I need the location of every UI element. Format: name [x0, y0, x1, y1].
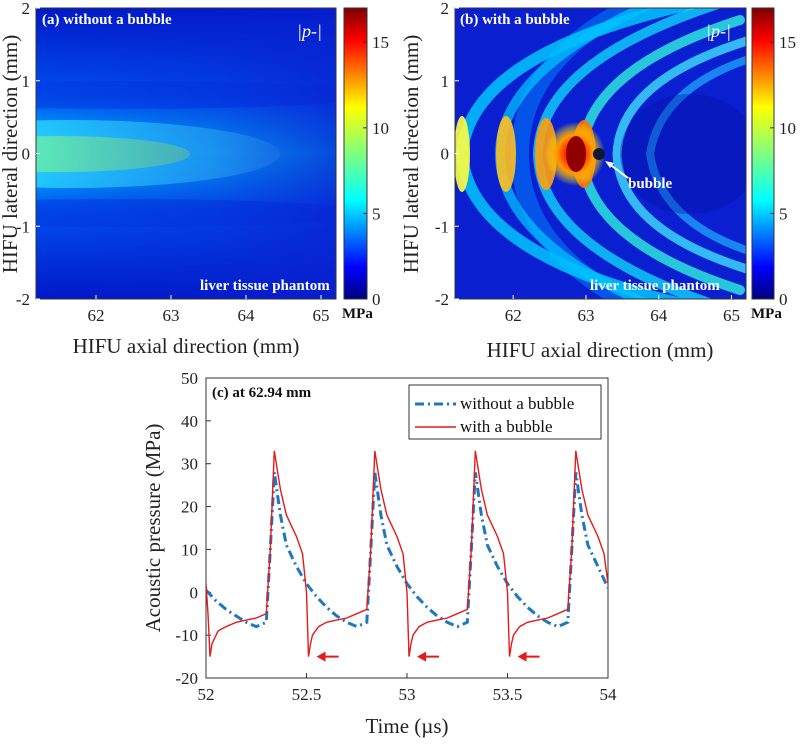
negative-peak-arrow-head — [316, 651, 326, 662]
negative-peak-arrow-head — [417, 651, 427, 662]
panel-c-xlabel: Time (µs) — [365, 714, 448, 738]
panel-a-xtick-label: 63 — [163, 306, 180, 325]
panel-a-ytick-label: 1 — [22, 72, 31, 91]
heatmap-b-wave-outer — [510, 8, 648, 299]
colorbar-a-tick-label: 5 — [372, 204, 381, 223]
legend-label-with: with a bubble — [460, 417, 553, 436]
heatmap-b-front-2 — [496, 116, 516, 192]
panel-b-xtick-label: 62 — [505, 306, 522, 325]
panel-a-quantity-symbol: p- — [300, 21, 317, 41]
legend-label-without: without a bubble — [460, 394, 574, 413]
heatmap-a-right-fade — [36, 8, 336, 299]
series-with-bubble — [206, 450, 608, 657]
panel-b-ytick-label: 1 — [441, 72, 450, 91]
colorbar-a-tick-label: 10 — [372, 119, 389, 138]
panel-a-xlabel: HIFU axial direction (mm) — [73, 334, 300, 358]
colorbar-b-unit: MPa — [751, 306, 782, 322]
plot-c-ticks: 52 52.5 53 53.5 54 -20 -10 0 10 20 30 40 50 — [175, 369, 617, 704]
panel-c-ytick-label: 0 — [190, 583, 199, 602]
panel-a-ytick-label: 0 — [22, 145, 31, 164]
panel-b-ytick-label: 0 — [441, 145, 450, 164]
panel-c-ylabel: Acoustic pressure (MPa) — [141, 424, 165, 633]
panel-c-ytick-label: 10 — [181, 540, 198, 559]
bubble-marker — [593, 148, 605, 160]
panel-c-title: (c) at 62.94 mm — [212, 385, 312, 401]
legend: without a bubble with a bubble — [408, 384, 602, 440]
panel-a-ytick-label: -1 — [16, 217, 30, 236]
panel-c-xtick-label: 52.5 — [292, 685, 322, 704]
panel-a: (a) without a bubble liver tissue phanto… — [0, 0, 337, 358]
bubble-pointer-head — [605, 161, 614, 168]
heatmap-b-focus-peak — [566, 136, 586, 172]
panel-c-xtick-label: 52 — [198, 685, 215, 704]
heatmap-b-shadow — [620, 94, 746, 214]
panel-c: 52 52.5 53 53.5 54 -20 -10 0 10 20 30 40 50 (c) at 6… — [141, 369, 617, 738]
colorbar-b-bar — [751, 7, 775, 300]
panel-c-ytick-label: 40 — [181, 412, 198, 431]
panel-b-quantity: |p-| — [706, 21, 731, 41]
legend-box — [408, 384, 602, 440]
panel-b-ylabel: HIFU lateral direction (mm) — [399, 35, 423, 274]
panel-b: bubble (b) with a bubble liver tissue ph… — [399, 0, 747, 362]
colorbar-b-tick-label: 10 — [779, 119, 796, 138]
panel-c-xtick-label: 53.5 — [493, 685, 523, 704]
panel-c-ytick-label: 20 — [181, 498, 198, 517]
series-without-bubble — [206, 472, 608, 629]
plot-c-arrows — [316, 651, 540, 662]
panel-a-xtick-label: 65 — [313, 306, 330, 325]
colorbar-b-tick-label: 5 — [779, 204, 788, 223]
colorbar-a-tick-label: 15 — [372, 33, 389, 52]
colorbar-a-ticks: 0 5 10 15 — [363, 33, 389, 309]
panel-a-xtick-label: 62 — [88, 306, 105, 325]
panel-a-ytick-label: -2 — [16, 290, 30, 309]
panel-b-yticks: -2 -1 0 1 2 — [435, 0, 459, 309]
heatmap-b-wave-6 — [645, 56, 746, 254]
colorbar-b: 0 5 10 15 MPa — [751, 7, 796, 322]
panel-a-title: (a) without a bubble — [42, 12, 172, 28]
panel-b-xtick-label: 63 — [577, 306, 594, 325]
panel-a-annotation: liver tissue phantom — [200, 278, 330, 294]
panel-c-ytick-label: -20 — [175, 669, 198, 688]
panel-b-xticks: 62 63 64 65 — [505, 295, 740, 325]
panel-a-xticks: 62 63 64 65 — [88, 295, 330, 325]
heatmap-b-wave-5 — [612, 36, 746, 274]
panel-b-xtick-label: 65 — [723, 306, 740, 325]
colorbar-b-tick-label: 15 — [779, 33, 796, 52]
panel-a-xtick-label: 64 — [238, 306, 256, 325]
colorbar-a: 0 5 10 15 MPa — [342, 7, 389, 322]
panel-c-xtick-label: 53 — [399, 685, 416, 704]
colorbar-a-bar — [343, 7, 368, 300]
colorbar-b-ticks: 0 5 10 15 — [770, 33, 796, 309]
panel-a-yticks: -2 -1 0 1 2 — [16, 0, 40, 309]
panel-b-ytick-label: 2 — [441, 0, 450, 18]
bubble-label: bubble — [628, 176, 673, 192]
colorbar-a-tick-label: 0 — [372, 290, 381, 309]
heatmap-b-front-1 — [455, 116, 470, 192]
colorbar-a-unit: MPa — [342, 306, 373, 322]
panel-c-xtick-label: 54 — [600, 685, 618, 704]
colorbar-b-tick-label: 0 — [779, 290, 788, 309]
panel-c-ytick-label: 50 — [181, 369, 198, 388]
panel-c-ytick-label: -10 — [175, 626, 198, 645]
panel-a-quantity: |p-| — [297, 21, 322, 41]
panel-c-ytick-label: 30 — [181, 455, 198, 474]
negative-peak-arrow-head — [517, 651, 527, 662]
panel-a-ytick-label: 2 — [22, 0, 31, 18]
panel-b-ytick-label: -2 — [435, 290, 449, 309]
panel-b-xtick-label: 64 — [650, 306, 668, 325]
panel-b-annotation: liver tissue phantom — [590, 278, 720, 294]
panel-b-quantity-symbol: p- — [709, 21, 726, 41]
panel-a-ylabel: HIFU lateral direction (mm) — [0, 35, 22, 274]
panel-b-xlabel: HIFU axial direction (mm) — [487, 338, 714, 362]
panel-b-ytick-label: -1 — [435, 217, 449, 236]
panel-b-title: (b) with a bubble — [460, 12, 570, 28]
